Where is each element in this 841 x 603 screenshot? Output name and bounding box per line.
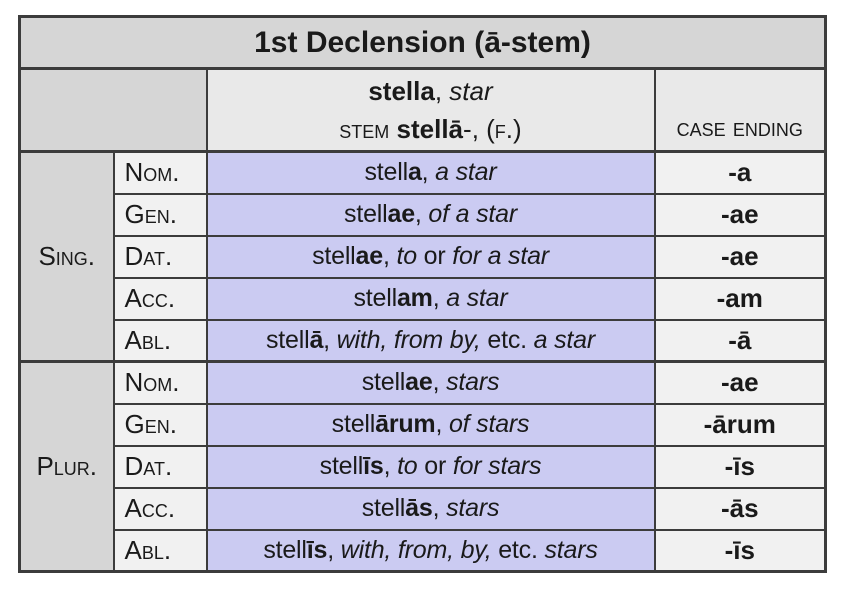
ending-cell: -ae bbox=[653, 192, 827, 237]
case-label-cell: Abl. bbox=[112, 528, 208, 573]
table-row: Gen. stellārum, of stars -ārum bbox=[20, 402, 827, 447]
ending-cell: -a bbox=[653, 150, 827, 195]
ending-cell: -ae bbox=[653, 234, 827, 279]
ending-cell: -ās bbox=[653, 486, 827, 531]
table-row: Abl. stellīs, with, from, by, etc. stars… bbox=[20, 528, 827, 573]
case-label-cell: Nom. bbox=[112, 150, 208, 195]
table-row: Acc. stellam, a star -am bbox=[20, 276, 827, 321]
ending-cell: -ārum bbox=[653, 402, 827, 447]
ending-cell: -am bbox=[653, 276, 827, 321]
table-row: Dat. stellīs, to or for stars -īs bbox=[20, 444, 827, 489]
number-group-cell-singular: Sing. bbox=[18, 150, 115, 363]
form-cell: stellārum, of stars bbox=[205, 402, 656, 447]
declension-table: 1st Declension (ā-stem) stella, star ste… bbox=[18, 15, 828, 573]
stem-line: stem stellā-, (f.) bbox=[339, 114, 522, 144]
case-label-cell: Gen. bbox=[112, 402, 208, 447]
ending-cell: -īs bbox=[653, 444, 827, 489]
form-cell: stellam, a star bbox=[205, 276, 656, 321]
form-cell: stellīs, to or for stars bbox=[205, 444, 656, 489]
case-label-cell: Acc. bbox=[112, 276, 208, 321]
form-cell: stellae, of a star bbox=[205, 192, 656, 237]
title-row: 1st Declension (ā-stem) bbox=[18, 15, 827, 70]
form-cell: stellās, stars bbox=[205, 486, 656, 531]
table-row: Plur. Nom. stellae, stars -ae bbox=[18, 360, 827, 573]
lexeme-line: stella, star bbox=[368, 76, 493, 106]
number-group-cell-plural: Plur. bbox=[18, 360, 115, 573]
table-row: Abl. stellā, with, from by, etc. a star … bbox=[20, 318, 827, 363]
case-label-cell: Acc. bbox=[112, 486, 208, 531]
table-row: Gen. stellae, of a star -ae bbox=[20, 192, 827, 237]
form-cell: stellīs, with, from, by, etc. stars bbox=[205, 528, 656, 573]
table-row: Acc. stellās, stars -ās bbox=[20, 486, 827, 531]
table-title: 1st Declension (ā-stem) bbox=[18, 15, 827, 70]
case-label-cell: Dat. bbox=[112, 444, 208, 489]
empty-corner-cell bbox=[18, 67, 208, 153]
ending-cell: -īs bbox=[653, 528, 827, 573]
form-cell: stella, a star bbox=[205, 150, 656, 195]
case-label-cell: Gen. bbox=[112, 192, 208, 237]
lexeme-header-cell: stella, star stem stellā-, (f.) bbox=[205, 67, 656, 153]
ending-cell: -ā bbox=[653, 318, 827, 363]
form-cell: stellā, with, from by, etc. a star bbox=[205, 318, 656, 363]
table-row: Sing. Nom. stella, a star -a bbox=[18, 150, 827, 363]
ending-cell: -ae bbox=[653, 360, 827, 405]
case-label-cell: Abl. bbox=[112, 318, 208, 363]
form-cell: stellae, stars bbox=[205, 360, 656, 405]
header-row: stella, star stem stellā-, (f.) case end… bbox=[18, 67, 827, 153]
table-row: Dat. stellae, to or for a star -ae bbox=[20, 234, 827, 279]
case-ending-header-cell: case ending bbox=[653, 67, 827, 153]
case-label-cell: Nom. bbox=[112, 360, 208, 405]
case-label-cell: Dat. bbox=[112, 234, 208, 279]
form-cell: stellae, to or for a star bbox=[205, 234, 656, 279]
